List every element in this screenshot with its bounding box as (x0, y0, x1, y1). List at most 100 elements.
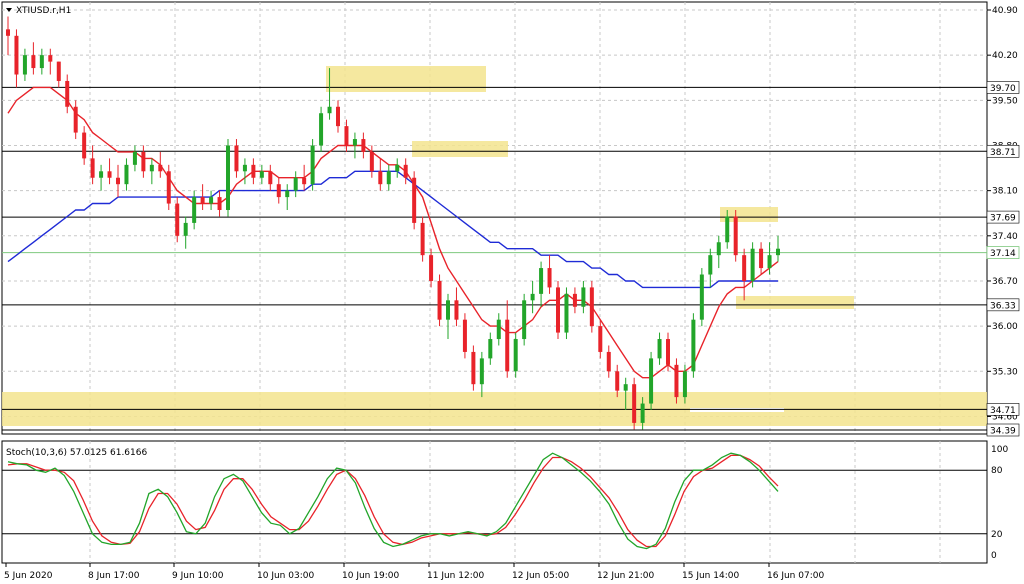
level-box-1 (986, 144, 1020, 158)
candle-42 (361, 132, 366, 159)
candle-50 (429, 248, 434, 288)
candle-body-73 (623, 384, 628, 391)
candle-body-19 (166, 171, 171, 204)
stochastic-lines (2, 452, 987, 550)
candle-body-85 (725, 216, 730, 243)
dropdown-triangle-icon[interactable] (6, 8, 12, 12)
candle-30 (259, 164, 264, 185)
candle-5 (48, 48, 53, 75)
candle-61 (522, 293, 527, 346)
candle-body-86 (733, 216, 738, 256)
current-price-label: 37.14 (990, 249, 1016, 259)
price-label-5: 37.40 (992, 232, 1018, 242)
candle-31 (268, 164, 273, 191)
candle-15 (132, 145, 137, 172)
stoch-axis-label-1: 80 (991, 466, 1003, 476)
stoch-axis: 100 80 20 0 (991, 445, 1008, 561)
candle-81 (691, 313, 696, 378)
candle-body-80 (682, 371, 687, 398)
candle-body-51 (437, 280, 442, 320)
price-label-6: 36.70 (992, 277, 1018, 287)
zone-3 (736, 296, 854, 309)
candle-76 (649, 351, 654, 410)
level-box-4 (986, 403, 1020, 416)
candle-75 (640, 397, 645, 430)
level-label-0: 39.70 (990, 84, 1016, 94)
candle-89 (759, 242, 764, 275)
candle-28 (242, 158, 247, 185)
time-label-5: 11 Jun 12:00 (427, 571, 484, 581)
candle-60 (513, 332, 518, 378)
candle-66 (564, 287, 569, 340)
candle-body-36 (310, 145, 315, 185)
candle-7 (65, 74, 70, 114)
candle-body-32 (276, 184, 281, 198)
candle-2 (22, 48, 27, 81)
candle-65 (556, 280, 560, 340)
candle-body-4 (39, 55, 44, 69)
candle-59 (505, 300, 510, 378)
candle-72 (615, 364, 620, 398)
candle-body-26 (226, 145, 230, 210)
candle-27 (234, 139, 239, 178)
candle-44 (378, 158, 383, 191)
candle-body-54 (462, 319, 467, 352)
candle-body-75 (640, 403, 645, 423)
candle-body-82 (699, 274, 704, 320)
candle-body-24 (209, 197, 214, 204)
candle-87 (742, 248, 747, 301)
candle-body-16 (141, 151, 146, 172)
candle-body-33 (285, 190, 290, 198)
candle-body-41 (352, 139, 357, 146)
ma-blue-line (7, 170, 778, 289)
candle-body-28 (242, 164, 247, 172)
candle-body-30 (259, 171, 264, 178)
candle-body-49 (420, 222, 425, 256)
time-label-8: 15 Jun 14:00 (682, 571, 739, 581)
candle-52 (446, 293, 450, 340)
candle-91 (776, 235, 780, 262)
zone-highlight (690, 408, 784, 412)
level-box-3 (986, 298, 1020, 312)
candle-body-87 (742, 255, 747, 281)
time-label-2: 9 Jun 10:00 (172, 571, 224, 581)
candle-1 (14, 29, 19, 88)
time-label-3: 10 Jun 03:00 (257, 571, 314, 581)
candle-body-79 (674, 364, 679, 398)
candles (6, 16, 780, 430)
time-label-0: 5 Jun 2020 (4, 571, 53, 581)
candle-37 (319, 106, 324, 152)
candle-71 (606, 345, 611, 378)
candle-body-50 (429, 255, 434, 281)
candle-51 (437, 274, 442, 327)
level-box-5 (986, 423, 1020, 437)
candle-body-60 (513, 339, 518, 372)
candle-body-12 (107, 171, 112, 178)
candle-body-25 (217, 197, 222, 210)
candle-body-74 (632, 384, 637, 423)
candle-body-71 (606, 351, 611, 372)
candle-43 (369, 145, 374, 178)
candle-body-44 (378, 171, 383, 185)
candle-82 (699, 268, 704, 327)
candle-68 (581, 280, 586, 314)
candle-body-7 (65, 80, 70, 107)
candle-8 (73, 100, 78, 140)
candle-body-91 (776, 248, 780, 256)
candle-body-66 (564, 293, 569, 333)
candle-body-83 (708, 255, 713, 275)
candle-58 (496, 313, 501, 346)
time-label-7: 12 Jun 21:00 (597, 571, 654, 581)
candle-body-11 (99, 171, 104, 178)
candle-body-40 (344, 126, 349, 146)
candle-body-65 (556, 287, 560, 333)
candle-70 (598, 319, 603, 359)
candle-13 (116, 164, 120, 198)
candle-67 (572, 287, 577, 314)
candle-body-29 (251, 164, 256, 178)
candle-38 (327, 68, 332, 120)
candle-body-23 (200, 197, 205, 204)
candle-46 (395, 158, 400, 178)
level-label-3: 36.33 (990, 301, 1016, 311)
